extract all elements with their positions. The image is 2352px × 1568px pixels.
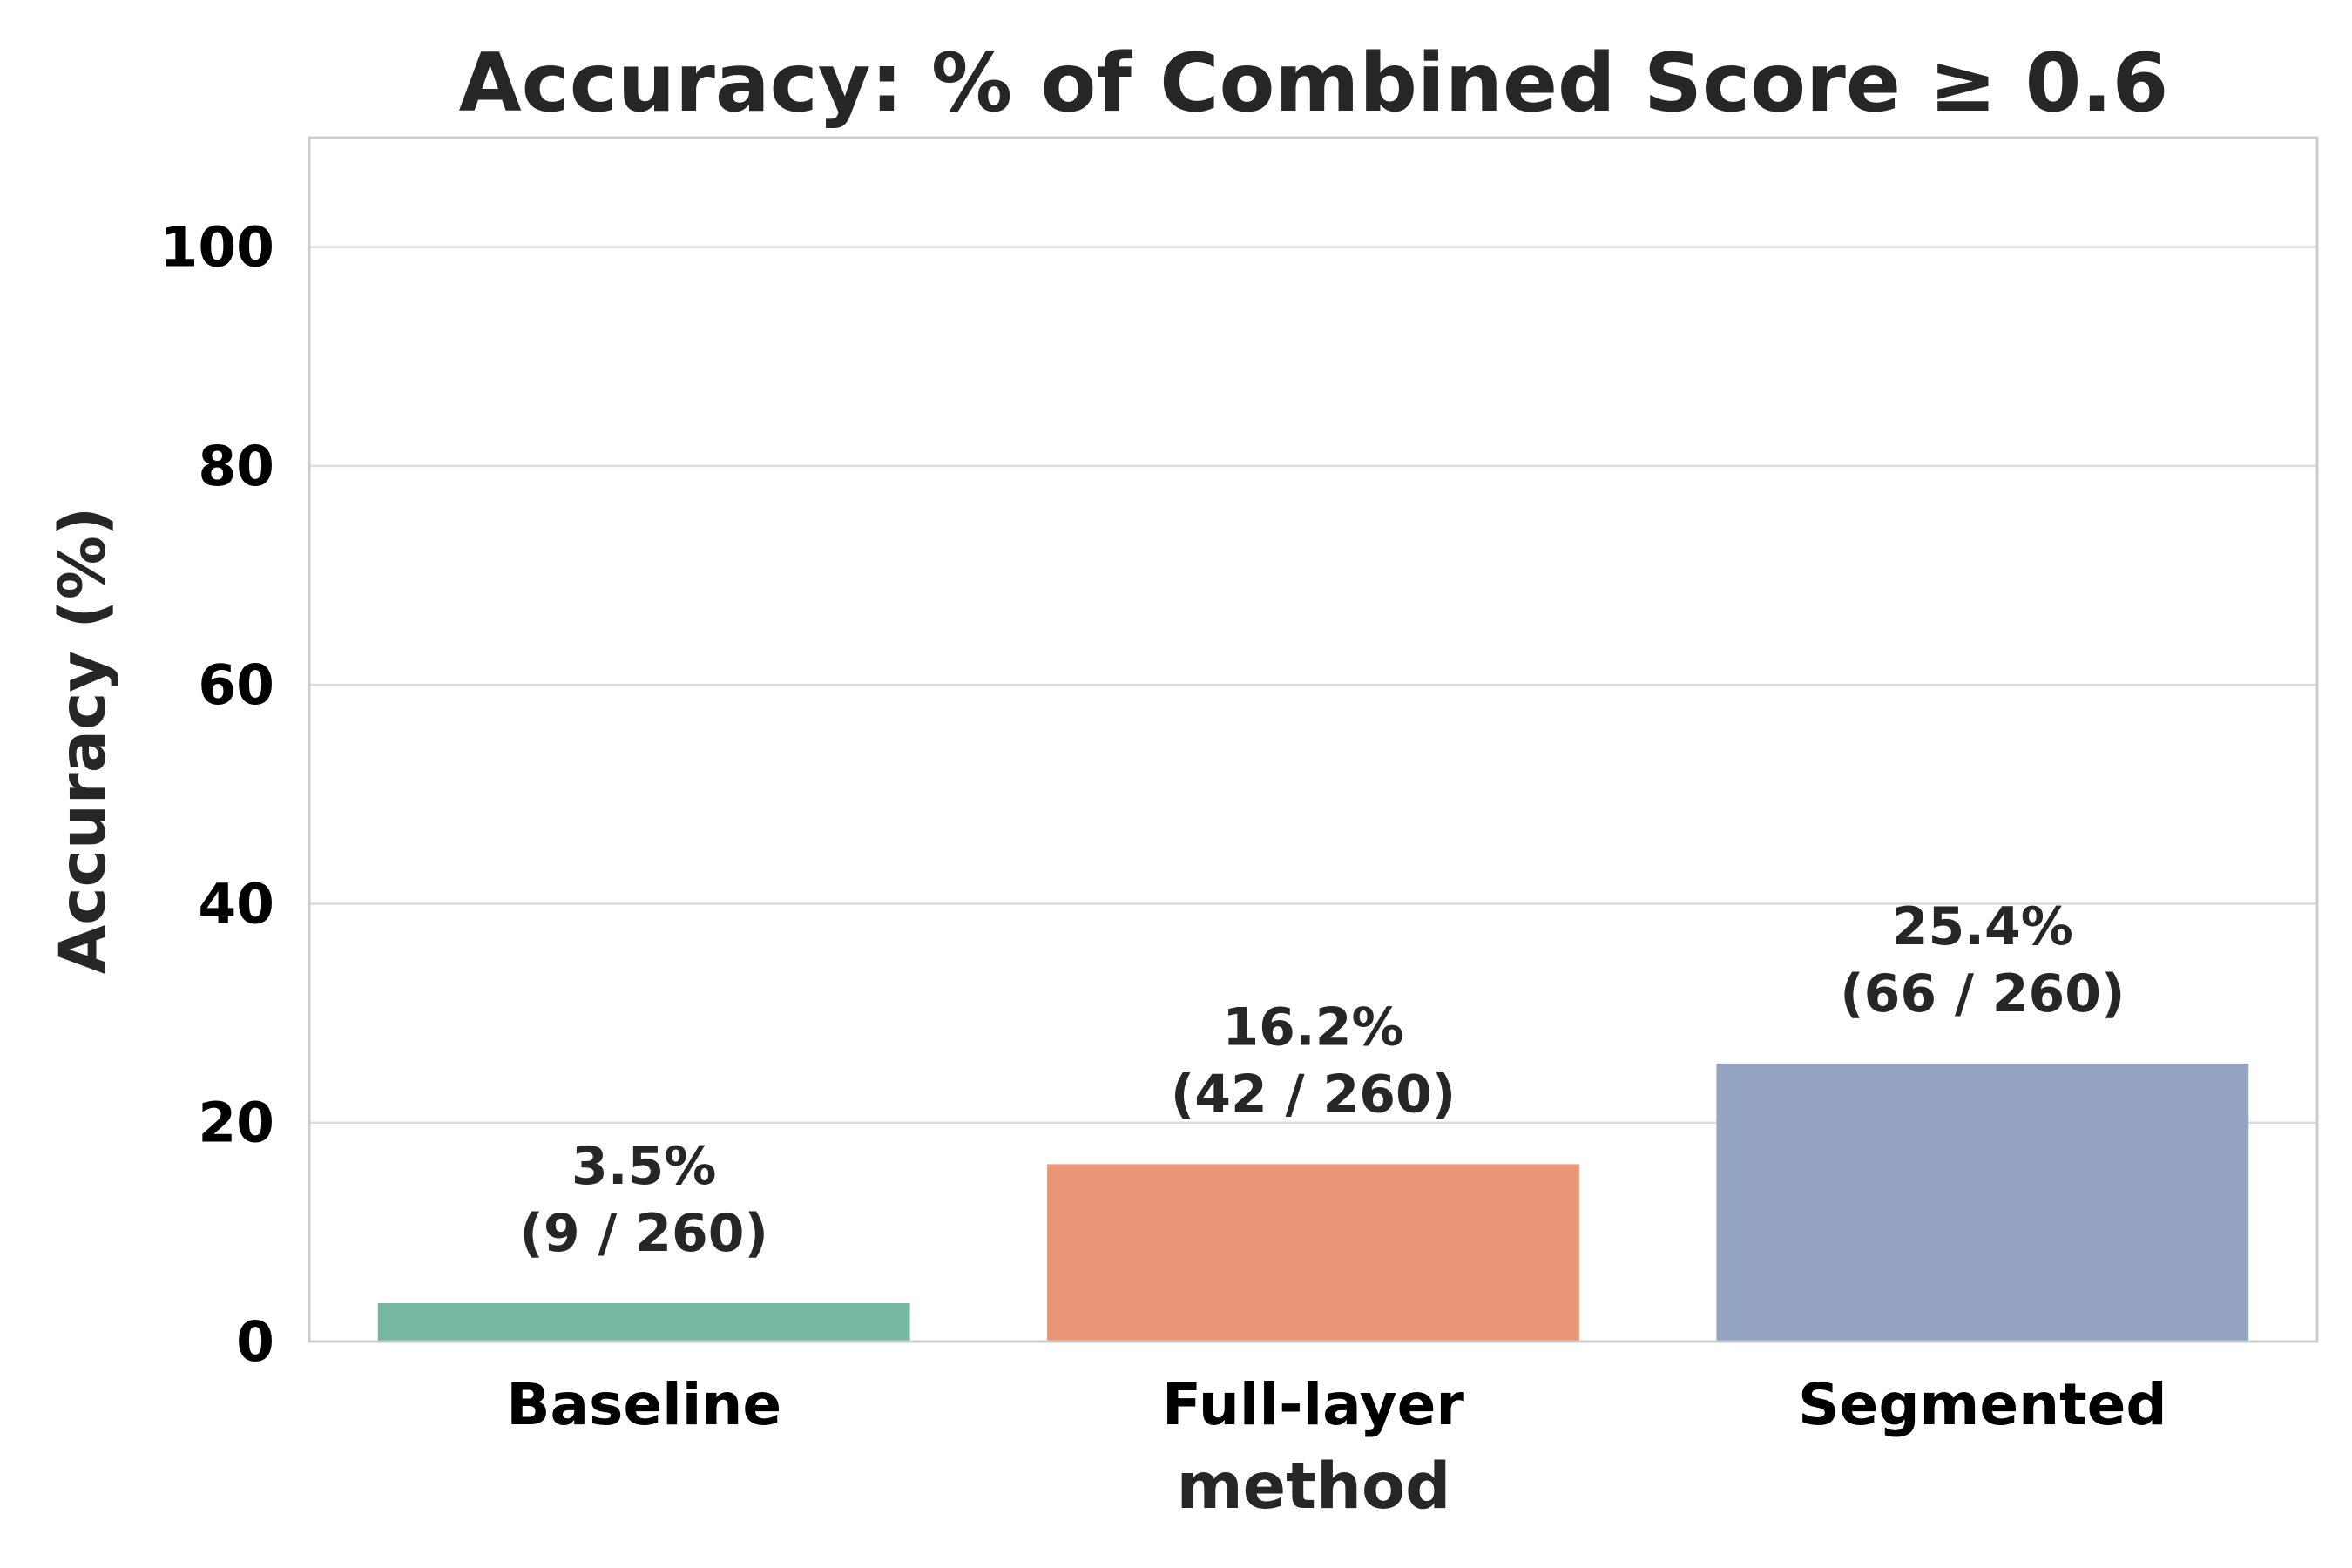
bar-segmented [1716, 1063, 2249, 1342]
y-tick-label: 100 [159, 216, 274, 280]
x-tick-label: Full-layer [1162, 1371, 1464, 1438]
bar-full-layer [1047, 1164, 1579, 1342]
bars [377, 1063, 2249, 1342]
y-tick-label: 60 [198, 653, 274, 717]
x-tick-label: Baseline [506, 1371, 781, 1438]
y-axis-label: Accuracy (%) [46, 507, 120, 974]
y-axis-ticks: 0 20 40 60 80 100 [159, 216, 274, 1374]
data-label-count: (9 / 260) [519, 1203, 768, 1264]
y-tick-label: 20 [198, 1092, 274, 1155]
data-label-count: (42 / 260) [1171, 1064, 1456, 1125]
chart-title: Accuracy: % of Combined Score ≥ 0.6 [459, 36, 2169, 130]
x-axis-label: method [1177, 1450, 1451, 1524]
x-axis-ticks: Baseline Full-layer Segmented [506, 1371, 2166, 1438]
y-tick-label: 40 [198, 872, 274, 936]
data-labels: 3.5%(9 / 260) 16.2%(42 / 260) 25.4%(66 / 2… [519, 896, 2125, 1264]
bar-baseline [377, 1303, 910, 1342]
y-tick-label: 0 [236, 1310, 274, 1374]
data-label-percent: 3.5% [571, 1136, 716, 1197]
data-label-count: (66 / 260) [1840, 963, 2125, 1024]
plot-frame [308, 136, 2319, 1343]
x-tick-label: Segmented [1798, 1371, 2167, 1438]
y-tick-label: 80 [198, 435, 274, 498]
data-label-percent: 25.4% [1892, 896, 2073, 957]
data-label-percent: 16.2% [1222, 997, 1403, 1058]
